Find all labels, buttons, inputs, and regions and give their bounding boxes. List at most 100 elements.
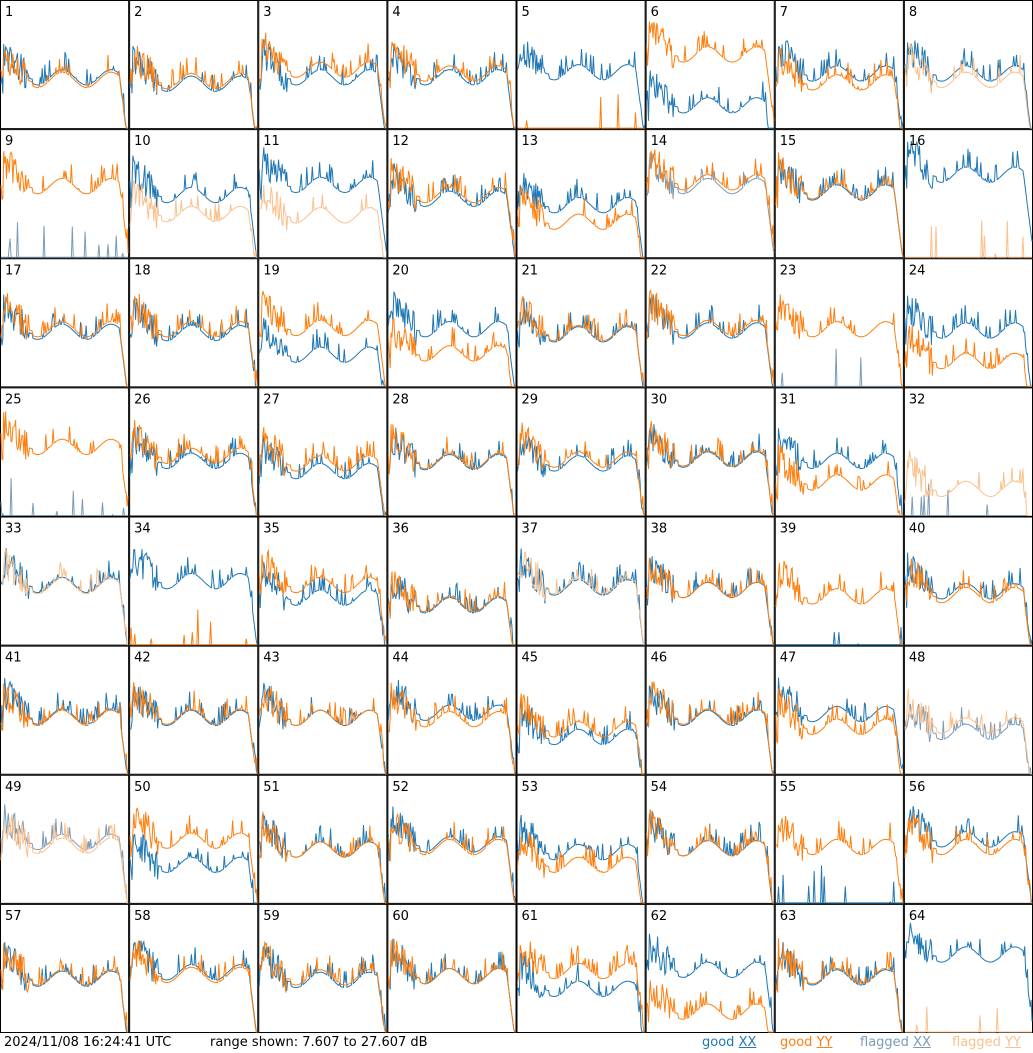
trace-yy-21 — [517, 296, 645, 387]
panel-18: 18 — [129, 258, 259, 388]
panel-number-45: 45 — [522, 651, 539, 666]
panel-12: 12 — [387, 129, 517, 259]
trace-xx-6 — [646, 70, 774, 129]
panel-number-17: 17 — [5, 263, 22, 278]
trace-xx-36 — [387, 576, 516, 646]
legend-good-yy: good YY — [780, 1035, 832, 1051]
panel-63: 63 — [774, 903, 904, 1033]
trace-xx-46 — [646, 682, 775, 776]
panel-frame — [258, 129, 388, 259]
panel-number-52: 52 — [392, 780, 409, 795]
trace-yy-50 — [129, 807, 258, 903]
trace-xx-29 — [517, 435, 645, 516]
panel-number-56: 56 — [909, 780, 926, 795]
trace-yy-54 — [646, 809, 774, 904]
panel-number-38: 38 — [651, 522, 668, 537]
panel-57: 57 — [0, 903, 130, 1033]
trace-yy-5 — [517, 94, 645, 129]
panel-number-13: 13 — [522, 134, 539, 149]
panel-frame — [645, 903, 775, 1033]
trace-xx-62 — [646, 933, 775, 1033]
panel-54: 54 — [645, 774, 775, 904]
trace-yy-24 — [904, 325, 1032, 387]
panel-number-60: 60 — [392, 909, 409, 924]
range-label: range shown: 7.607 to 27.607 dB — [210, 1035, 428, 1050]
legend-good-yy-word: good — [780, 1035, 813, 1050]
trace-yy-41 — [0, 683, 129, 775]
trace-yy-15 — [775, 152, 904, 258]
panel-number-25: 25 — [5, 392, 22, 407]
panel-number-63: 63 — [780, 909, 797, 924]
panel-number-62: 62 — [651, 909, 668, 924]
panel-number-64: 64 — [909, 909, 926, 924]
trace-xx-19 — [258, 317, 387, 387]
panel-number-48: 48 — [909, 651, 926, 666]
trace-yy-44 — [388, 682, 516, 775]
trace-yy-61 — [517, 941, 646, 1033]
trace-xx-2 — [129, 46, 258, 129]
trace-yy-60 — [387, 938, 516, 1033]
trace-yy-8 — [904, 43, 1032, 129]
panel-11: 11 — [258, 129, 388, 259]
trace-yy-11 — [259, 184, 387, 258]
trace-yy-20 — [387, 318, 516, 387]
panel-number-9: 9 — [5, 134, 13, 149]
panel-49: 49 — [0, 774, 130, 904]
trace-yy-17 — [0, 293, 129, 387]
panel-26: 26 — [129, 387, 259, 517]
panel-number-3: 3 — [263, 5, 271, 20]
trace-yy-29 — [517, 422, 645, 516]
panel-16: 16 — [903, 129, 1033, 259]
trace-xx-32 — [904, 483, 1032, 516]
panel-58: 58 — [129, 903, 259, 1033]
panel-frame — [129, 774, 259, 904]
trace-xx-55 — [775, 865, 903, 904]
panel-number-40: 40 — [909, 522, 926, 537]
trace-yy-23 — [775, 294, 903, 387]
panel-29: 29 — [516, 387, 646, 517]
timestamp-label: 2024/11/08 16:24:41 UTC — [4, 1035, 172, 1050]
trace-yy-47 — [775, 688, 903, 775]
trace-xx-64 — [904, 922, 1033, 1022]
trace-xx-9 — [1, 222, 129, 258]
trace-yy-58 — [129, 941, 258, 1033]
trace-xx-33 — [0, 548, 129, 646]
panel-number-10: 10 — [134, 134, 151, 149]
panel-51: 51 — [258, 774, 388, 904]
panel-frame — [258, 0, 388, 130]
trace-xx-10 — [129, 155, 258, 258]
panel-13: 13 — [516, 129, 646, 259]
panel-43: 43 — [258, 645, 388, 775]
legend-flagged-yy: flagged YY — [952, 1035, 1021, 1051]
panel-14: 14 — [645, 129, 775, 259]
panel-5: 5 — [516, 0, 646, 130]
trace-yy-64 — [904, 1006, 1032, 1033]
trace-yy-43 — [258, 687, 387, 775]
panel-number-5: 5 — [522, 5, 530, 20]
legend-flagged-xx-pol: XX — [913, 1035, 931, 1050]
trace-xx-41 — [0, 678, 129, 774]
panel-number-57: 57 — [5, 909, 22, 924]
panel-number-1: 1 — [5, 5, 13, 20]
panel-48: 48 — [903, 645, 1033, 775]
panel-38: 38 — [645, 516, 775, 646]
panel-number-51: 51 — [263, 780, 280, 795]
panel-number-8: 8 — [909, 5, 917, 20]
trace-yy-38 — [646, 557, 774, 646]
panel-number-44: 44 — [392, 651, 409, 666]
panel-53: 53 — [516, 774, 646, 904]
panel-47: 47 — [774, 645, 904, 775]
panel-number-15: 15 — [780, 134, 797, 149]
trace-xx-45 — [517, 698, 645, 775]
panel-42: 42 — [129, 645, 259, 775]
trace-yy-19 — [258, 290, 387, 387]
panel-number-42: 42 — [134, 651, 151, 666]
panel-number-54: 54 — [651, 780, 668, 795]
panel-39: 39 — [774, 516, 904, 646]
panel-frame — [774, 0, 904, 130]
panel-22: 22 — [645, 258, 775, 388]
panel-number-35: 35 — [263, 522, 280, 537]
panel-number-31: 31 — [780, 392, 797, 407]
trace-yy-12 — [387, 158, 516, 258]
panel-number-39: 39 — [780, 522, 797, 537]
